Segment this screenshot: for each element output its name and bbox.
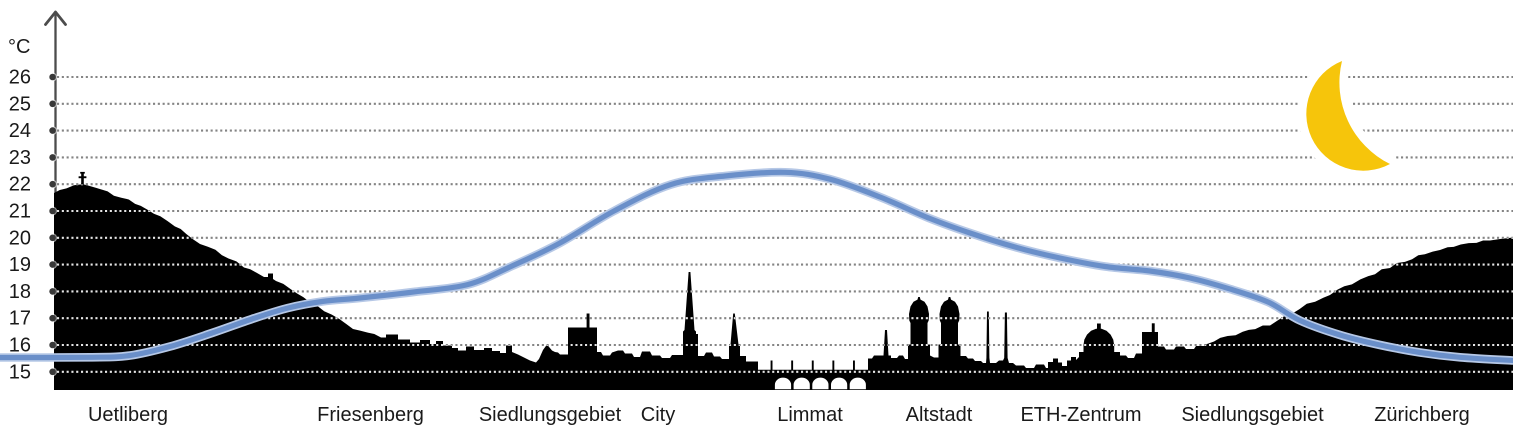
svg-text:Limmat: Limmat [777,404,843,426]
svg-text:21: 21 [9,201,31,223]
svg-text:16: 16 [9,335,31,357]
svg-text:26: 26 [9,67,31,89]
svg-text:City: City [641,404,675,426]
svg-text:24: 24 [9,120,31,142]
svg-text:17: 17 [9,308,31,330]
svg-text:Siedlungsgebiet: Siedlungsgebiet [1181,404,1324,426]
svg-text:Siedlungsgebiet: Siedlungsgebiet [479,404,622,426]
svg-text:Altstadt: Altstadt [906,404,973,426]
svg-text:18: 18 [9,281,31,303]
svg-text:23: 23 [9,147,31,169]
svg-text:20: 20 [9,227,31,249]
svg-text:Uetliberg: Uetliberg [88,404,168,426]
svg-text:Friesenberg: Friesenberg [317,404,424,426]
svg-text:ETH-Zentrum: ETH-Zentrum [1020,404,1141,426]
svg-text:19: 19 [9,254,31,276]
svg-text:25: 25 [9,93,31,115]
svg-text:Zürichberg: Zürichberg [1374,404,1470,426]
svg-text:°C: °C [8,36,30,58]
svg-text:15: 15 [9,361,31,383]
svg-text:22: 22 [9,174,31,196]
